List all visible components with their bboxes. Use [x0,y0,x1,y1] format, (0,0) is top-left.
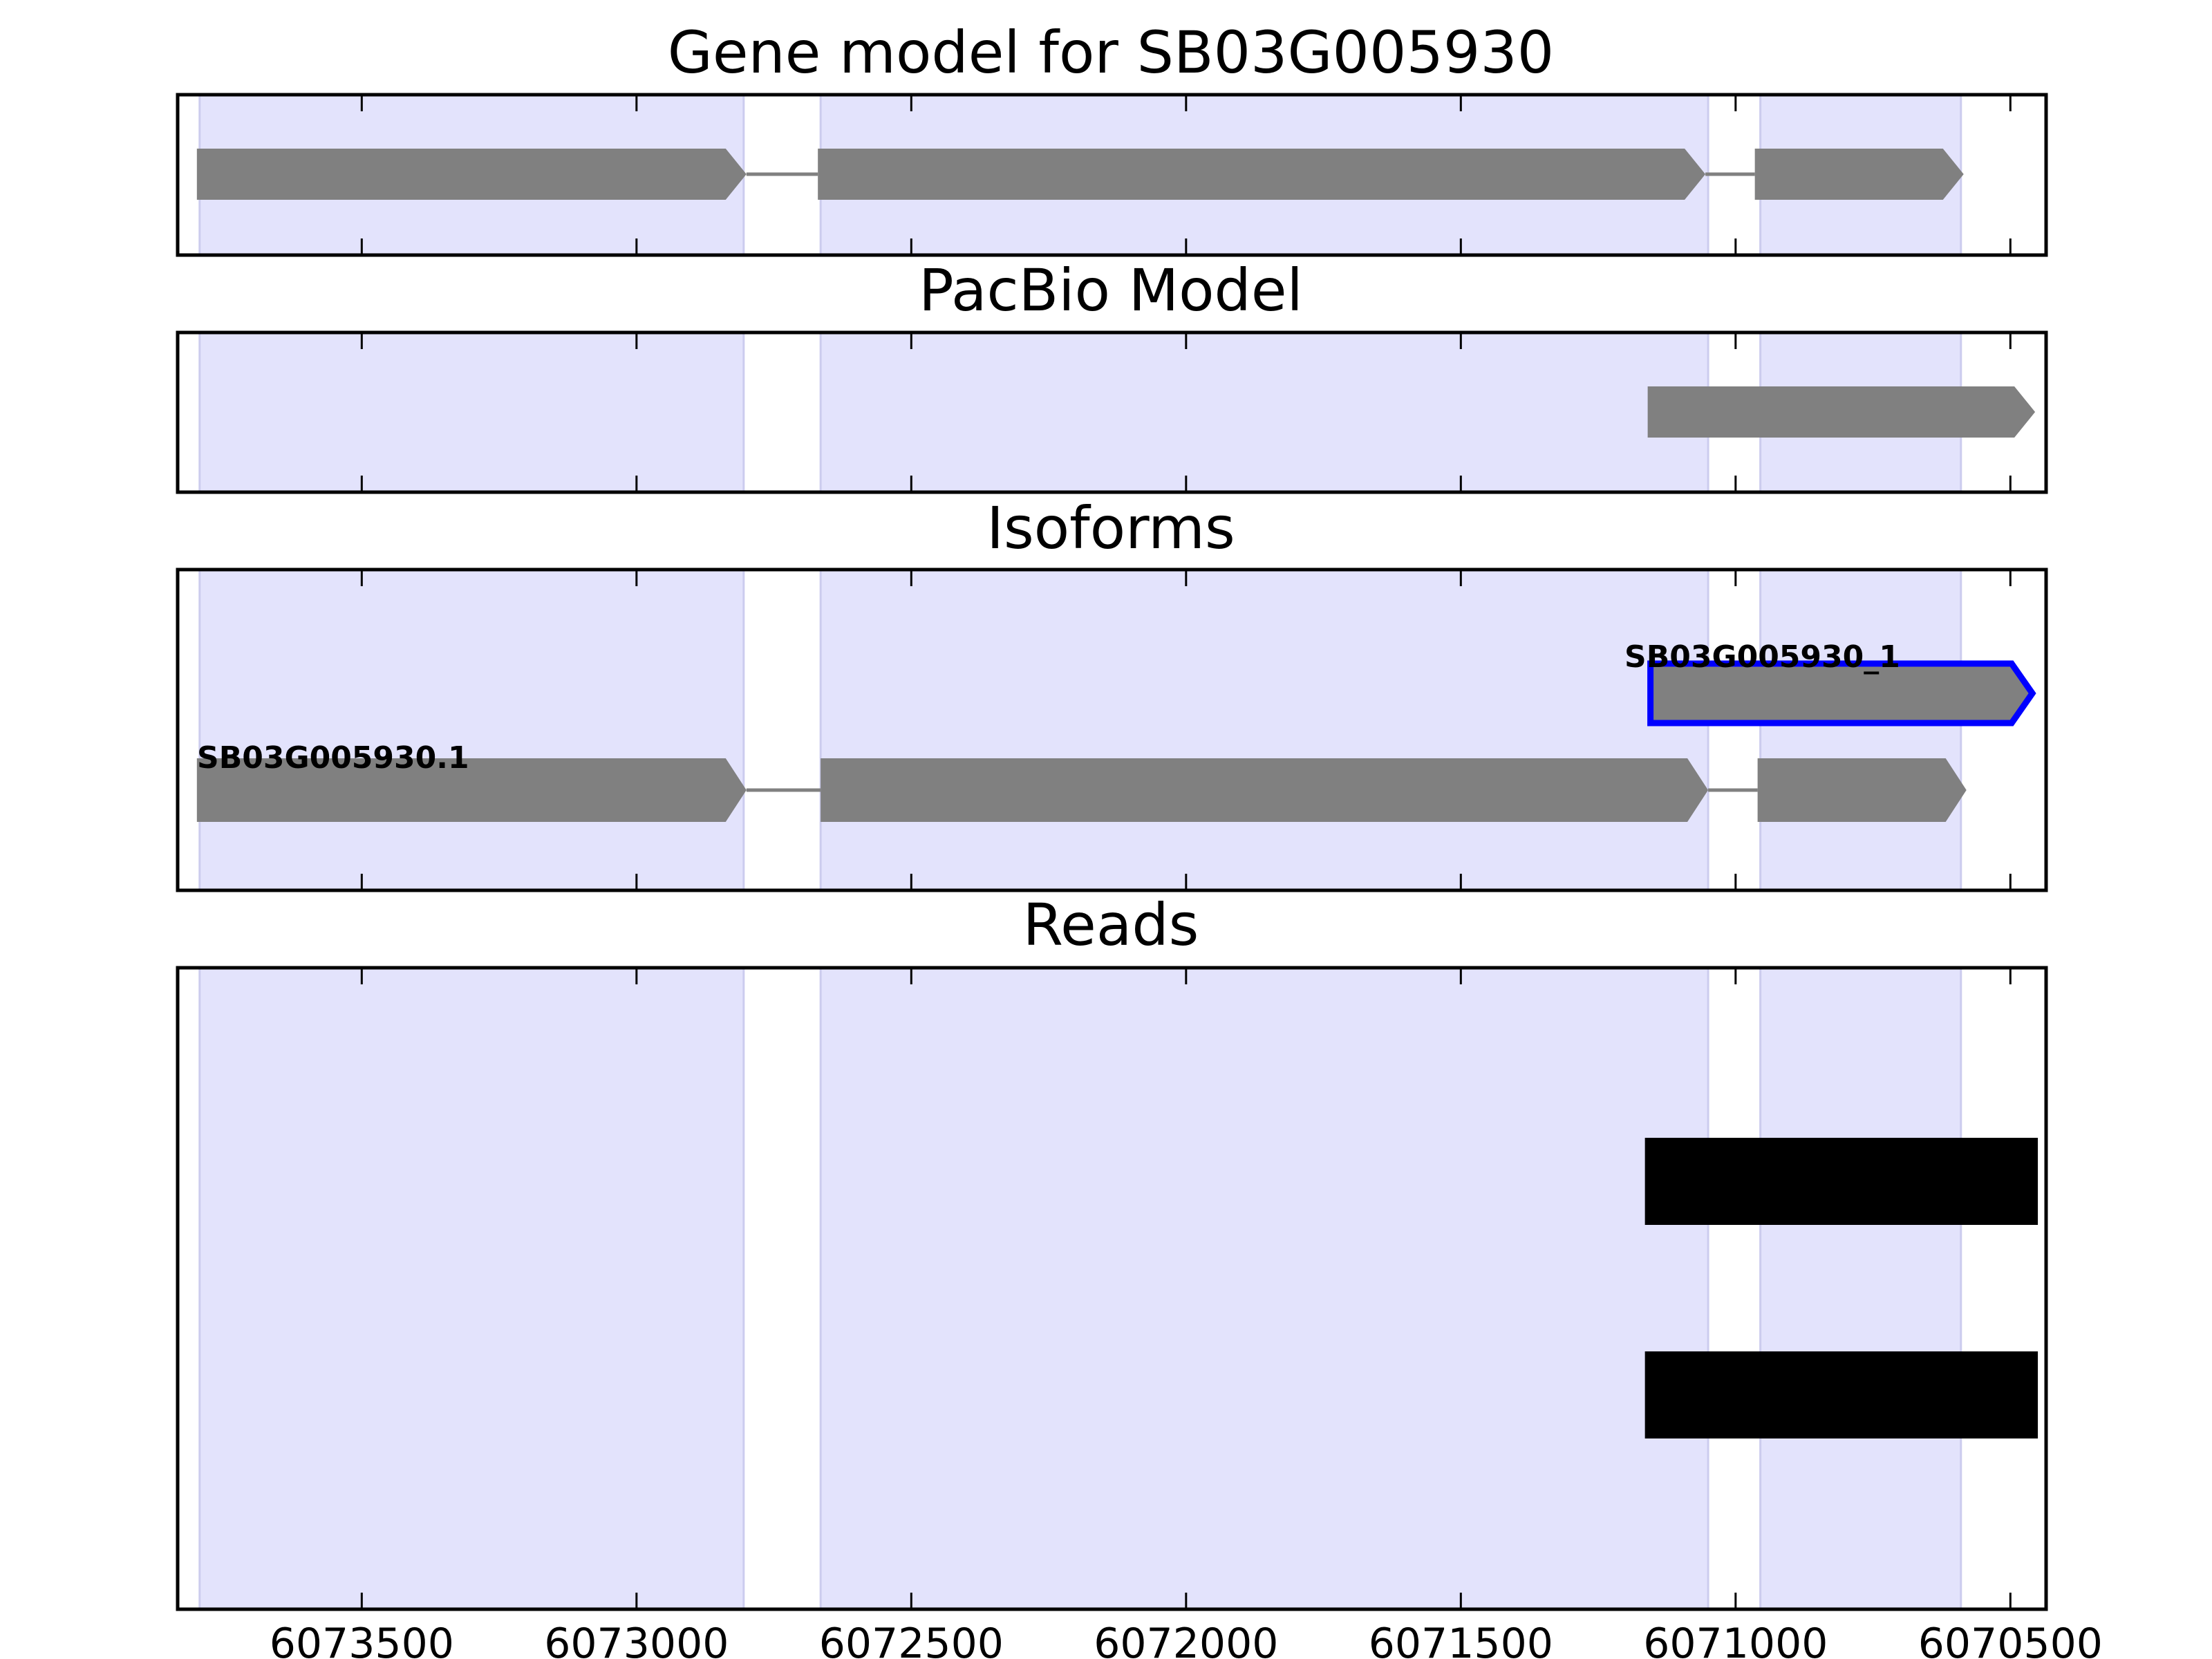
read-bar [1644,1351,2038,1438]
panel-isoforms: Isoforms SB03G005930.1 SB03G005930_1 [176,494,2048,892]
exon-shading-band [198,331,745,494]
panel-reads: Reads [176,891,2048,1611]
panel-frame [176,966,2048,1611]
exon-block [196,758,747,822]
exon-shading-band [198,966,745,1611]
read-bar [1644,1138,2038,1225]
exon-block [821,758,1709,822]
tick-marks [360,570,2012,890]
tick-marks [360,332,2012,492]
exon-block [1754,149,1964,200]
panel-pacbio-model: PacBio Model [176,256,2048,494]
exon-shading-band [198,568,745,892]
exon-block [1647,660,2036,727]
x-tick-label: 6070500 [1918,1620,2103,1659]
read-features [1644,1138,2038,1438]
panel-frame [176,93,2048,257]
isoform-label: SB03G005930.1 [197,740,469,776]
panel-title: Gene model for SB03G005930 [668,19,1554,86]
panel-title: PacBio Model [919,256,1303,324]
exon-block [1647,386,2036,438]
exon-shading [198,331,1962,494]
gene-model-features [196,149,1964,200]
x-tick-label: 6071000 [1643,1620,1828,1659]
tick-marks [360,95,2012,255]
exon-shading [198,568,1962,892]
panel-title: Isoforms [986,494,1235,562]
exon-shading-band [1759,966,1962,1611]
panel-title: Reads [1023,891,1199,959]
exon-shading-band [819,568,1709,892]
x-tick-label: 6071500 [1369,1620,1553,1659]
exon-shading-band [1759,568,1962,892]
x-axis-tick-labels: 6073500 6073000 6072500 6072000 6071500 60710… [270,1620,2103,1659]
exon-block [196,149,747,200]
pacbio-model-features [1647,386,2036,438]
exon-shading [198,966,1962,1611]
exon-shading-band [819,331,1709,494]
x-tick-label: 6072500 [819,1620,1004,1659]
exon-shading-band [819,966,1709,1611]
exon-block [818,149,1706,200]
x-tick-label: 6073000 [544,1620,729,1659]
x-tick-label: 6073500 [270,1620,454,1659]
x-tick-label: 6072000 [1094,1620,1278,1659]
isoform-features [196,660,2036,822]
panel-frame [176,568,2048,892]
isoform-label: SB03G005930_1 [1624,639,1900,675]
panel-frame [176,330,2048,494]
panel-gene-model: Gene model for SB03G005930 [176,19,2048,257]
exon-block [1757,758,1967,822]
tick-marks [360,968,2012,1609]
